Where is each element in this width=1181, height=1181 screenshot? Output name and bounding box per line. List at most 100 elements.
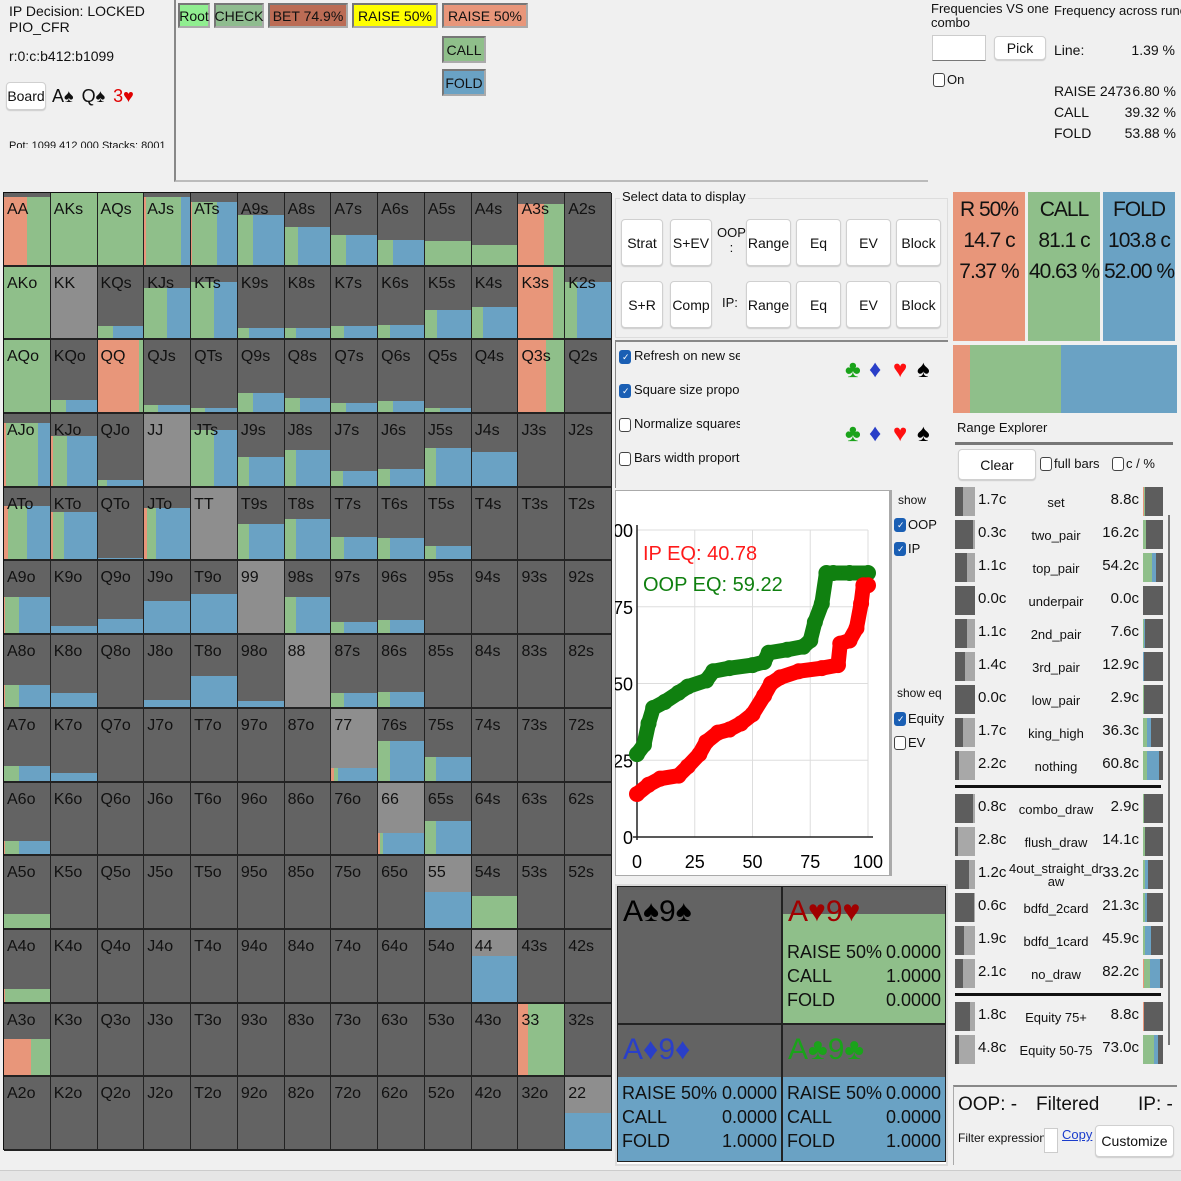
hand-cell[interactable]: A9o: [4, 561, 51, 636]
range-explorer-row[interactable]: 1.1c 2nd_pair 7.6c: [953, 617, 1163, 650]
hand-cell[interactable]: 72s: [565, 708, 612, 783]
oop-eq-button[interactable]: Eq: [796, 219, 841, 266]
combo-quadrant[interactable]: RAISE 50% 0.0000 CALL 1.0000 FOLD 0.0000 A♥9♥: [782, 886, 946, 1024]
hand-cell[interactable]: 93o: [237, 1003, 285, 1078]
hand-cell[interactable]: 83s: [518, 635, 566, 709]
hand-cell[interactable]: QTs: [191, 340, 238, 415]
hand-cell[interactable]: AKo: [4, 266, 51, 341]
hand-cell[interactable]: K8s: [284, 266, 332, 341]
oop-block-button[interactable]: Block: [896, 219, 941, 266]
hand-cell[interactable]: 93s: [518, 561, 566, 636]
hand-cell[interactable]: KJs: [144, 266, 192, 341]
club-suit-icon[interactable]: ♣: [845, 420, 861, 447]
hand-cell[interactable]: 55: [424, 856, 472, 930]
hand-cell[interactable]: A5o: [4, 856, 51, 930]
hand-cell[interactable]: T5o: [191, 856, 238, 930]
range-explorer-row[interactable]: 1.1c top_pair 54.2c: [953, 551, 1163, 584]
hand-cell[interactable]: 53o: [424, 1003, 472, 1078]
tree-node-1[interactable]: CHECK: [214, 3, 264, 28]
combo-quadrant[interactable]: RAISE 50% 0.0000 CALL 0.0000 FOLD 1.0000 A♦9♦: [617, 1024, 782, 1162]
hand-cell[interactable]: T2o: [191, 1077, 238, 1151]
tree-node-0[interactable]: Root: [178, 3, 210, 28]
hand-cell[interactable]: 54o: [424, 929, 472, 1004]
hand-cell[interactable]: K4s: [471, 266, 519, 341]
hand-cell[interactable]: 87o: [284, 708, 332, 783]
hand-cell[interactable]: T3s: [518, 487, 566, 562]
hand-cell[interactable]: 83o: [284, 1003, 332, 1078]
hand-cell[interactable]: A7s: [331, 193, 379, 267]
hand-cell[interactable]: K2s: [565, 266, 612, 341]
hand-cell[interactable]: ATo: [4, 487, 51, 562]
hand-cell[interactable]: K3s: [518, 266, 566, 341]
hand-cell[interactable]: K3o: [50, 1003, 98, 1078]
tree-node-3[interactable]: RAISE 50%: [352, 3, 438, 28]
hand-cell[interactable]: T9o: [191, 561, 238, 636]
club-suit-icon[interactable]: ♣: [845, 356, 861, 383]
on-checkbox[interactable]: [933, 73, 945, 87]
hand-cell[interactable]: 32s: [565, 1003, 612, 1078]
equity-checkbox[interactable]: [894, 712, 906, 726]
hand-cell[interactable]: 65o: [378, 856, 425, 930]
range-explorer-list[interactable]: 1.7c set 8.8c 0.3c two_pair 16.2c 1.1c top_pair…: [953, 485, 1168, 1085]
copy-link[interactable]: Copy: [1062, 1127, 1093, 1142]
hand-cell[interactable]: 82o: [284, 1077, 332, 1151]
hand-cell[interactable]: KJo: [50, 414, 98, 488]
hand-cell[interactable]: A4s: [471, 193, 519, 267]
hand-cell[interactable]: A5s: [424, 193, 472, 267]
hand-cell[interactable]: QJo: [97, 414, 145, 488]
hand-cell[interactable]: J6o: [144, 782, 192, 857]
hand-cell[interactable]: 97o: [237, 708, 285, 783]
hand-cell[interactable]: K5o: [50, 856, 98, 930]
hand-cell[interactable]: A6o: [4, 782, 51, 857]
hand-cell[interactable]: QJs: [144, 340, 192, 415]
hand-cell[interactable]: A6s: [378, 193, 425, 267]
hand-cell[interactable]: KTs: [191, 266, 238, 341]
hand-cell[interactable]: 33: [518, 1003, 566, 1078]
hand-cell[interactable]: A7o: [4, 708, 51, 783]
hand-cell[interactable]: 77: [331, 708, 379, 783]
hand-cell[interactable]: Q8s: [284, 340, 332, 415]
range-explorer-row[interactable]: 0.3c two_pair 16.2c: [953, 518, 1163, 551]
combo-quadrant[interactable]: A♠9♠: [617, 886, 782, 1024]
hand-cell[interactable]: 64o: [378, 929, 425, 1004]
tree-node-2[interactable]: BET 74.9%: [268, 3, 348, 28]
hand-cell[interactable]: Q2s: [565, 340, 612, 415]
hand-cell[interactable]: 85o: [284, 856, 332, 930]
hand-cell[interactable]: 76o: [331, 782, 379, 857]
hand-cell[interactable]: T8o: [191, 635, 238, 709]
hand-cell[interactable]: T4o: [191, 929, 238, 1004]
hand-cell[interactable]: J4o: [144, 929, 192, 1004]
hand-cell[interactable]: 74o: [331, 929, 379, 1004]
s-ev-button[interactable]: S+EV: [670, 219, 712, 266]
hand-cell[interactable]: KTo: [50, 487, 98, 562]
hand-cell[interactable]: A2o: [4, 1077, 51, 1151]
hand-cell[interactable]: Q3s: [518, 340, 566, 415]
hand-cell[interactable]: 98o: [237, 635, 285, 709]
hand-cell[interactable]: 98s: [284, 561, 332, 636]
range-explorer-row[interactable]: 2.1c no_draw 82.2c: [953, 957, 1163, 990]
ip-ev-button[interactable]: EV: [846, 281, 891, 328]
hand-cell[interactable]: 75s: [424, 708, 472, 783]
hand-cell[interactable]: 75o: [331, 856, 379, 930]
hand-cell[interactable]: JJ: [144, 414, 192, 488]
hand-cell[interactable]: T2s: [565, 487, 612, 562]
hand-cell[interactable]: J8o: [144, 635, 192, 709]
hand-cell[interactable]: 95o: [237, 856, 285, 930]
hand-cell[interactable]: T3o: [191, 1003, 238, 1078]
hand-cell[interactable]: A9s: [237, 193, 285, 267]
bottom-scrollbar[interactable]: [0, 1170, 1181, 1181]
strat-button[interactable]: Strat: [621, 219, 663, 266]
strategy-grid[interactable]: AA AKs AQs AJs ATs A9s A8s A7s A6s A5s A4s A3s A2s AK…: [3, 192, 612, 1151]
customize-button[interactable]: Customize: [1095, 1125, 1174, 1157]
option-checkbox[interactable]: [619, 384, 631, 398]
hand-cell[interactable]: 64s: [471, 782, 519, 857]
hand-cell[interactable]: A3o: [4, 1003, 51, 1078]
hand-cell[interactable]: J9s: [237, 414, 285, 488]
hand-cell[interactable]: Q4s: [471, 340, 519, 415]
range-explorer-row[interactable]: 0.6c bdfd_2card 21.3c: [953, 891, 1163, 924]
hand-cell[interactable]: K9s: [237, 266, 285, 341]
hand-cell[interactable]: 92s: [565, 561, 612, 636]
hand-cell[interactable]: KK: [50, 266, 98, 341]
hand-cell[interactable]: J7s: [331, 414, 379, 488]
hand-cell[interactable]: 73s: [518, 708, 566, 783]
